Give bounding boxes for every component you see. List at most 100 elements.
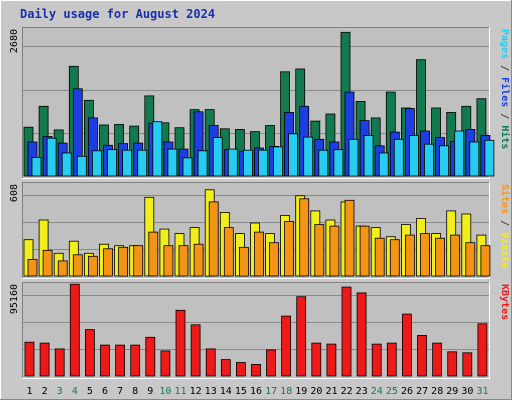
bar-sites-day-1	[27, 258, 38, 277]
bar-pages-day-23	[363, 134, 374, 177]
bar-kbytes-day-29	[447, 351, 458, 377]
bar-sites-day-19	[299, 198, 310, 277]
bar-kbytes-day-13	[205, 348, 216, 377]
x-tick-label: 3	[57, 386, 63, 397]
y-max-label: 2680	[9, 29, 20, 53]
bar-sites-day-9	[148, 231, 159, 277]
bar-kbytes-day-18	[281, 315, 292, 377]
bar-kbytes-day-3	[54, 348, 65, 377]
bar-pages-day-2	[46, 137, 57, 177]
bar-pages-day-18	[288, 133, 299, 177]
bar-pages-day-4	[76, 155, 87, 177]
bar-pages-day-5	[92, 150, 102, 177]
bar-sites-day-28	[435, 237, 446, 277]
bar-sites-day-17	[269, 242, 279, 277]
bar-sites-day-21	[329, 225, 340, 277]
bar-pages-day-16	[258, 149, 268, 177]
x-tick-label: 18	[280, 386, 292, 397]
x-tick-label: 13	[205, 386, 217, 397]
chart-title: Daily usage for August 2024	[20, 7, 215, 21]
series-pages	[31, 121, 495, 177]
bar-sites-day-2	[42, 249, 53, 277]
x-tick-label: 22	[341, 386, 353, 397]
x-tick-label: 6	[102, 386, 108, 397]
bar-sites-day-3	[57, 260, 68, 277]
bar-pages-day-26	[408, 134, 419, 177]
x-tick-label: 5	[87, 386, 93, 397]
side-label-part: Pages	[499, 29, 510, 59]
bar-kbytes-day-10	[160, 350, 171, 377]
bar-kbytes-day-17	[266, 349, 276, 377]
bar-sites-day-29	[450, 234, 461, 277]
bar-kbytes-day-31	[477, 323, 488, 377]
side-label-part: /	[499, 214, 510, 232]
bar-kbytes-day-26	[401, 313, 412, 377]
bar-kbytes-day-30	[462, 352, 473, 377]
bar-kbytes-day-12	[190, 324, 201, 377]
bar-kbytes-day-24	[371, 343, 382, 377]
bar-sites-day-10	[163, 245, 174, 277]
bar-sites-day-11	[178, 245, 189, 277]
bar-pages-day-25	[393, 138, 404, 177]
side-label: Pages / Files / Hits	[499, 29, 511, 149]
bar-pages-day-15	[242, 149, 253, 177]
bar-kbytes-day-21	[326, 343, 337, 377]
panel-visits_sites: 608 Sites / Visits	[9, 182, 511, 279]
x-tick-label: 15	[235, 386, 247, 397]
bar-pages-day-8	[137, 149, 148, 177]
bar-kbytes-day-1	[24, 341, 35, 377]
side-label-part: Sites	[499, 184, 511, 214]
bar-sites-day-27	[420, 233, 430, 277]
bar-kbytes-day-23	[356, 292, 367, 377]
bar-kbytes-day-28	[432, 342, 443, 377]
panel-hits_files_pages: 2680 Pages / Files / Hits	[9, 27, 511, 179]
bar-pages-day-30	[469, 141, 480, 177]
bar-kbytes-day-16	[251, 363, 261, 377]
bar-sites-day-25	[389, 239, 400, 277]
bar-kbytes-day-22	[341, 286, 352, 377]
x-tick-label: 28	[431, 386, 443, 397]
bar-pages-day-12	[197, 150, 208, 177]
bar-sites-day-12	[193, 243, 204, 277]
series-sites	[27, 198, 491, 277]
bar-pages-day-13	[212, 137, 223, 177]
x-tick-label: 1	[26, 386, 32, 397]
bar-pages-day-17	[273, 146, 283, 177]
x-tick-label: 7	[117, 386, 123, 397]
bar-pages-day-10	[167, 148, 178, 177]
bar-pages-day-22	[348, 138, 359, 177]
bar-sites-day-14	[223, 227, 234, 277]
x-tick-label: 9	[147, 386, 153, 397]
bar-sites-day-20	[314, 224, 325, 277]
bar-kbytes-day-27	[417, 334, 427, 377]
bar-pages-day-3	[61, 152, 72, 177]
bar-pages-day-27	[424, 143, 434, 177]
side-label: Sites / Visits	[499, 184, 511, 268]
bar-pages-day-31	[484, 139, 495, 177]
bar-sites-day-4	[72, 254, 83, 277]
bar-pages-day-21	[333, 149, 344, 177]
bar-sites-day-18	[284, 221, 295, 277]
bar-sites-day-5	[88, 255, 98, 277]
bar-kbytes-day-5	[85, 329, 95, 377]
side-label-part: /	[499, 59, 510, 77]
bar-kbytes-day-6	[100, 344, 110, 377]
chart-panels: 2680 Pages / Files / Hits 608 Sites / Visit…	[9, 27, 511, 379]
series-kbytes	[24, 283, 488, 377]
x-tick-label: 21	[325, 386, 337, 397]
x-tick-label: 8	[132, 386, 138, 397]
x-tick-label: 25	[386, 386, 398, 397]
bar-kbytes-day-15	[235, 362, 246, 377]
bar-sites-day-8	[133, 245, 144, 277]
bar-pages-day-6	[107, 149, 117, 177]
x-tick-label: 14	[220, 386, 232, 397]
x-tick-label: 11	[174, 386, 186, 397]
bar-sites-day-7	[118, 246, 128, 277]
bar-sites-day-13	[208, 201, 219, 277]
bar-pages-day-19	[303, 136, 314, 177]
x-tick-label: 2	[42, 386, 48, 397]
bar-pages-day-1	[31, 156, 42, 177]
bar-pages-day-24	[378, 152, 389, 177]
bar-kbytes-day-9	[145, 336, 156, 377]
